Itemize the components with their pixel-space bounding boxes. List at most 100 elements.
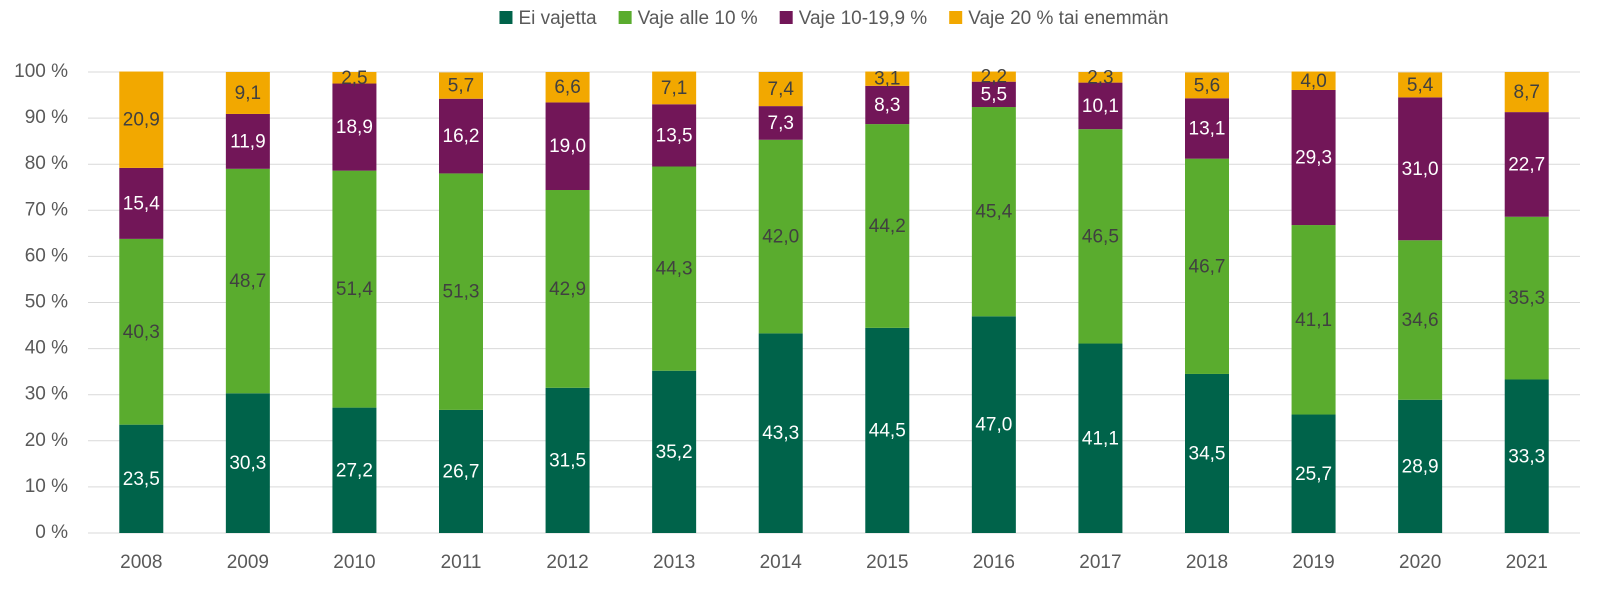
x-tick-label: 2015 bbox=[866, 552, 908, 573]
y-tick-label: 30 % bbox=[25, 384, 68, 405]
data-label: 13,5 bbox=[656, 125, 693, 146]
data-label: 2,2 bbox=[981, 67, 1007, 88]
data-label: 13,1 bbox=[1189, 118, 1226, 139]
bar-segment bbox=[1291, 89, 1336, 226]
data-label: 41,1 bbox=[1295, 310, 1332, 331]
legend-label: Vaje alle 10 % bbox=[638, 8, 758, 29]
x-tick-label: 2008 bbox=[120, 552, 162, 573]
bar-segment bbox=[1398, 72, 1443, 98]
data-label: 42,0 bbox=[762, 227, 799, 248]
data-label: 4,0 bbox=[1300, 71, 1326, 92]
bar-segment bbox=[971, 107, 1016, 317]
data-label: 31,5 bbox=[549, 450, 586, 471]
data-label: 45,4 bbox=[975, 202, 1012, 223]
x-tick-label: 2016 bbox=[973, 552, 1015, 573]
y-tick-label: 60 % bbox=[25, 245, 68, 266]
bar-segment bbox=[119, 238, 164, 425]
x-tick-label: 2013 bbox=[653, 552, 695, 573]
x-tick-label: 2020 bbox=[1399, 552, 1441, 573]
data-label: 6,6 bbox=[554, 77, 580, 98]
x-tick-label: 2021 bbox=[1506, 552, 1548, 573]
y-tick-label: 70 % bbox=[25, 199, 68, 220]
legend-swatch bbox=[779, 11, 793, 24]
bar-segment bbox=[758, 72, 803, 107]
bar-segment bbox=[1504, 112, 1549, 217]
data-label: 3,1 bbox=[874, 69, 900, 90]
data-label: 33,3 bbox=[1508, 446, 1545, 467]
bar-segment bbox=[1078, 82, 1123, 130]
data-label: 51,4 bbox=[336, 279, 373, 300]
bar-segment bbox=[1185, 158, 1229, 374]
y-tick-label: 50 % bbox=[25, 292, 68, 313]
data-label: 5,7 bbox=[448, 76, 474, 97]
data-label: 44,2 bbox=[869, 216, 906, 237]
legend-label: Vaje 10-19,9 % bbox=[799, 8, 928, 29]
data-label: 42,9 bbox=[549, 279, 586, 300]
bar-segment bbox=[1504, 216, 1549, 380]
x-tick-label: 2010 bbox=[333, 552, 375, 573]
data-label: 16,2 bbox=[443, 126, 480, 147]
bar-segment bbox=[758, 333, 803, 533]
x-tick-label: 2012 bbox=[546, 552, 588, 573]
data-label: 41,1 bbox=[1082, 428, 1119, 449]
bar-segment bbox=[545, 190, 590, 388]
y-tick-label: 100 % bbox=[14, 61, 68, 82]
bar-segment bbox=[439, 173, 483, 410]
bar-segment bbox=[545, 72, 590, 103]
data-label: 34,5 bbox=[1189, 443, 1226, 464]
bar-segment bbox=[865, 327, 910, 533]
x-tick-label: 2014 bbox=[760, 552, 803, 573]
data-label: 5,6 bbox=[1194, 75, 1220, 96]
data-label: 7,4 bbox=[768, 79, 795, 100]
bar-segment bbox=[1504, 379, 1549, 533]
bar-segment bbox=[119, 424, 164, 533]
data-label: 7,3 bbox=[768, 113, 794, 134]
x-tick-label: 2009 bbox=[227, 552, 269, 573]
bar-segment bbox=[225, 113, 270, 169]
bar-segment bbox=[332, 170, 377, 408]
legend-label: Ei vajetta bbox=[518, 8, 597, 29]
x-tick-label: 2011 bbox=[441, 552, 482, 573]
bar-segment bbox=[1504, 72, 1549, 113]
bar-segment bbox=[971, 316, 1016, 533]
data-label: 20,9 bbox=[123, 110, 160, 131]
bar-segment bbox=[225, 72, 270, 114]
bar-segment bbox=[1185, 98, 1229, 159]
legend-swatch bbox=[618, 11, 632, 24]
data-label: 47,0 bbox=[975, 415, 1012, 436]
data-label: 7,1 bbox=[661, 78, 687, 99]
data-label: 18,9 bbox=[336, 117, 373, 138]
legend-swatch bbox=[949, 11, 963, 24]
bar-segment bbox=[225, 168, 270, 394]
data-label: 15,4 bbox=[123, 193, 160, 214]
bar-segment bbox=[1291, 414, 1336, 533]
legend-swatch bbox=[499, 11, 513, 24]
legend-label: Vaje 20 % tai enemmän bbox=[968, 8, 1168, 29]
data-label: 9,1 bbox=[235, 83, 261, 104]
data-label: 23,5 bbox=[123, 469, 160, 490]
data-label: 28,9 bbox=[1402, 456, 1439, 477]
data-label: 27,2 bbox=[336, 460, 373, 481]
bar-segment bbox=[332, 83, 377, 171]
y-tick-label: 40 % bbox=[25, 338, 68, 359]
y-tick-label: 90 % bbox=[25, 107, 68, 128]
bar-segment bbox=[1398, 240, 1443, 400]
data-label: 46,5 bbox=[1082, 226, 1119, 247]
bar-segment bbox=[332, 407, 377, 533]
data-label: 2,5 bbox=[341, 68, 367, 89]
bar-segment bbox=[1078, 129, 1123, 344]
bar-segment bbox=[1291, 225, 1336, 415]
x-tick-label: 2019 bbox=[1292, 552, 1334, 573]
x-tick-label: 2018 bbox=[1186, 552, 1228, 573]
data-label: 43,3 bbox=[762, 423, 799, 444]
bar-segment bbox=[652, 166, 697, 371]
bar-segment bbox=[1078, 72, 1123, 83]
bar-segment bbox=[439, 98, 483, 174]
y-tick-label: 80 % bbox=[25, 153, 68, 174]
data-label: 22,7 bbox=[1508, 154, 1545, 175]
data-label: 44,3 bbox=[656, 259, 693, 280]
data-label: 29,3 bbox=[1295, 148, 1332, 169]
data-label: 8,7 bbox=[1514, 82, 1540, 103]
data-label: 34,6 bbox=[1402, 310, 1439, 331]
